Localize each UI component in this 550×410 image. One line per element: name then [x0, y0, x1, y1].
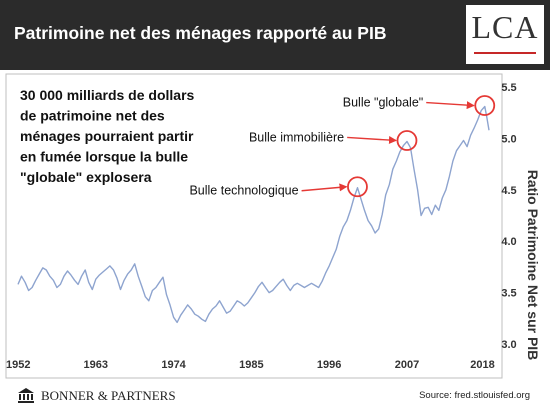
callout-text: 30 000 milliards de dollars de patrimoine…: [20, 87, 195, 185]
callout-line-5: "globale" explosera: [20, 169, 152, 185]
footer-bar: BONNER & PARTNERS Source: fred.stlouisfe…: [0, 382, 550, 410]
x-tick-label-1963: 1963: [84, 359, 108, 371]
y-tick-label-4-5: 4.5: [501, 185, 516, 197]
y-tick-label-3-5: 3.5: [501, 288, 516, 300]
y-tick-label-4: 4.0: [501, 236, 516, 248]
net-worth-to-gdp-chart: 1952 1963 1974 1985 1996 2007 2018 3.0 3.5 4.0 4.…: [5, 73, 541, 379]
y-axis-ticks: 3.0 3.5 4.0 4.5 5.0 5.5: [501, 82, 516, 351]
lca-logo-text: LCA: [471, 9, 539, 45]
page-title: Patrimoine net des ménages rapporté au P…: [14, 23, 387, 43]
y-tick-label-3: 3.0: [501, 339, 516, 351]
callout-line-1: 30 000 milliards de dollars: [20, 87, 195, 103]
lca-logo: LCA: [466, 5, 544, 64]
plot-frame: [5, 73, 503, 379]
brand-name: BONNER & PARTNERS: [41, 388, 176, 403]
series-line-net-worth-ratio: [17, 105, 490, 324]
x-tick-label-2018: 2018: [470, 359, 494, 371]
bubble-annotations: Bulle technologique Bulle immobilière Bull…: [189, 95, 496, 198]
x-tick-label-1985: 1985: [239, 359, 263, 371]
header-bar: Patrimoine net des ménages rapporté au P…: [0, 0, 550, 70]
annotation-label-bulle-technologique: Bulle technologique: [189, 184, 298, 198]
x-axis-ticks: 1952 1963 1974 1985 1996 2007 2018: [6, 359, 495, 371]
y-tick-label-5-5: 5.5: [501, 82, 516, 94]
x-tick-label-1996: 1996: [317, 359, 341, 371]
annotation-arrow-bulle-technologique: [301, 183, 348, 192]
y-tick-label-5: 5.0: [501, 133, 516, 145]
annotation-label-bulle-globale: Bulle "globale": [343, 96, 423, 110]
x-tick-label-2007: 2007: [395, 359, 419, 371]
callout-line-4: en fumée lorsque la bulle: [20, 149, 188, 165]
annotation-circle-bulle-technologique: [347, 176, 368, 198]
bonner-partners-logo-icon: [18, 388, 34, 403]
x-tick-label-1952: 1952: [6, 359, 30, 371]
source-note: Source: fred.stlouisfed.org: [419, 390, 530, 401]
annotation-circle-bulle-globale: [474, 95, 496, 116]
callout-line-3: ménages pourraient partir: [20, 128, 194, 144]
x-tick-label-1974: 1974: [161, 359, 186, 371]
annotation-arrow-bulle-immobiliere: [347, 136, 397, 145]
y-axis-title: Ratio Patrimoine Net sur PIB: [525, 170, 541, 361]
callout-line-2: de patrimoine net des: [20, 108, 165, 124]
annotation-arrow-bulle-globale: [426, 101, 475, 110]
annotation-circle-bulle-immobiliere: [396, 130, 418, 151]
annotation-label-bulle-immobiliere: Bulle immobilière: [249, 130, 344, 144]
lca-logo-rule: [474, 52, 536, 54]
